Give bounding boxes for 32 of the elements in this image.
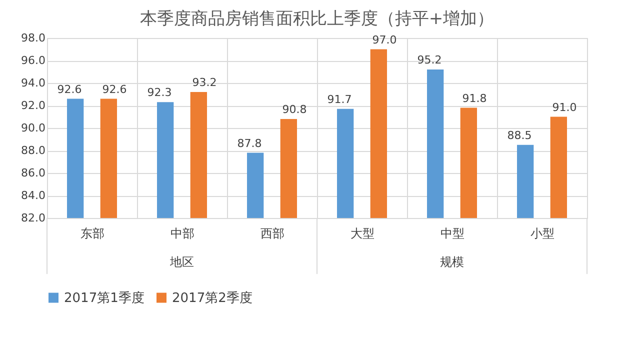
y-tick-label: 84.0 [21,189,46,202]
y-tick-label: 98.0 [21,32,46,44]
data-label: 87.8 [237,136,262,150]
y-tick-label: 96.0 [21,54,46,67]
data-label: 95.2 [417,54,442,66]
x-tick-label: 中部 [170,226,194,240]
x-tick-label: 东部 [80,226,104,240]
y-tick-label: 82.0 [21,212,46,224]
y-tick-label: 92.0 [21,99,46,112]
x-tick-label: 大型 [350,226,374,240]
data-label: 91.7 [327,92,352,106]
data-label: 92.6 [57,82,82,96]
legend-label: 2017第1季度 [64,290,144,306]
data-label: 92.3 [147,86,172,100]
data-label: 97.0 [372,33,397,46]
y-tick-label: 88.0 [21,144,46,157]
data-label: 91.8 [462,92,487,105]
data-label: 92.6 [102,82,127,96]
text: 地区 [169,255,194,269]
data-label: 93.2 [192,76,217,89]
y-tick-label: 90.0 [21,122,46,134]
data-label: 91.0 [552,100,577,114]
chart-title: 本季度商品房销售面积比上季度（持平+增加） [140,9,494,29]
x-tick-label: 西部 [260,226,284,240]
x-tick-label: 中型 [440,226,464,240]
data-label: 88.5 [507,128,532,142]
data-label: 90.8 [282,103,307,116]
y-tick-label: 86.0 [21,166,46,180]
x-tick-label: 小型 [530,226,554,240]
y-tick-label: 94.0 [21,76,46,90]
legend-label: 2017第2季度 [172,290,252,306]
text: 规模 [440,255,464,269]
